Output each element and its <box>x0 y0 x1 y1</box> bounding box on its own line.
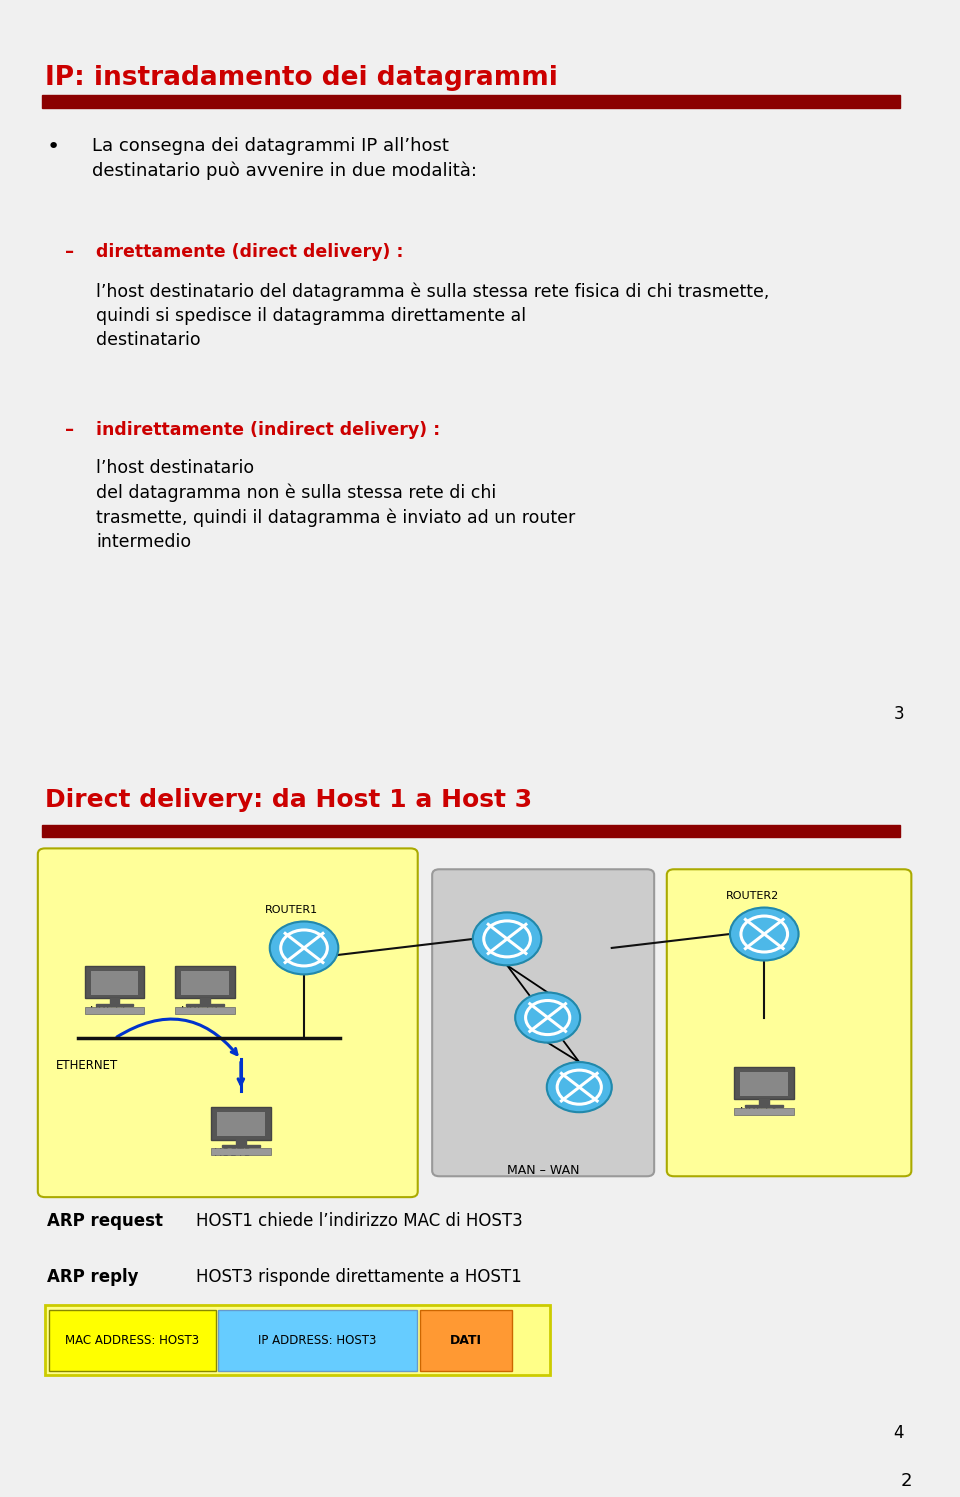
Text: ARP request: ARP request <box>47 1213 163 1231</box>
Bar <box>84 1007 144 1013</box>
Text: indirettamente (indirect delivery) :: indirettamente (indirect delivery) : <box>96 421 441 439</box>
Text: 3: 3 <box>894 705 904 723</box>
Bar <box>109 998 119 1004</box>
Bar <box>186 1004 224 1006</box>
Text: DATI: DATI <box>449 1334 482 1347</box>
Text: ETHERNET: ETHERNET <box>56 1060 118 1072</box>
Text: direttamente (direct delivery) :: direttamente (direct delivery) : <box>96 243 404 262</box>
Bar <box>745 1105 783 1108</box>
FancyBboxPatch shape <box>667 870 911 1177</box>
Bar <box>180 972 228 996</box>
Text: –: – <box>65 421 74 439</box>
Circle shape <box>547 1061 612 1112</box>
Text: HOST3: HOST3 <box>214 1148 252 1157</box>
Text: 2: 2 <box>900 1472 912 1490</box>
Bar <box>175 966 234 998</box>
Bar <box>211 1148 271 1156</box>
Text: HOST1: HOST1 <box>90 1006 129 1016</box>
Bar <box>740 1072 788 1096</box>
Text: HOST3 risponde direttamente a HOST1: HOST3 risponde direttamente a HOST1 <box>196 1268 521 1286</box>
Bar <box>84 966 144 998</box>
Text: ARP reply: ARP reply <box>47 1268 138 1286</box>
Circle shape <box>270 922 338 975</box>
Text: l’host destinatario del datagramma è sulla stessa rete fisica di chi trasmette,
: l’host destinatario del datagramma è sul… <box>96 283 770 349</box>
Circle shape <box>730 907 799 961</box>
Bar <box>236 1139 246 1147</box>
Bar <box>45 1305 550 1374</box>
Circle shape <box>472 913 541 966</box>
Bar <box>217 1112 265 1136</box>
Text: 4: 4 <box>894 1424 904 1442</box>
Text: ROUTER1: ROUTER1 <box>265 906 319 915</box>
FancyBboxPatch shape <box>432 870 654 1177</box>
Text: l’host destinatario
del datagramma non è sulla stessa rete di chi
trasmette, qui: l’host destinatario del datagramma non è… <box>96 458 576 551</box>
Text: •: • <box>47 136 60 157</box>
Text: MAN – WAN: MAN – WAN <box>507 1163 580 1177</box>
Bar <box>222 1145 260 1147</box>
Text: IP ADDRESS: HOST3: IP ADDRESS: HOST3 <box>258 1334 376 1347</box>
Text: HOST2: HOST2 <box>180 1006 219 1016</box>
Bar <box>90 972 138 996</box>
Bar <box>218 1310 417 1371</box>
Bar <box>734 1108 794 1115</box>
Text: La consegna dei datagrammi IP all’host
destinatario può avvenire in due modalità: La consegna dei datagrammi IP all’host d… <box>92 136 477 180</box>
Circle shape <box>516 993 580 1042</box>
Bar <box>42 96 900 108</box>
Bar <box>420 1310 512 1371</box>
Bar <box>96 1004 133 1006</box>
Bar <box>734 1067 794 1099</box>
FancyBboxPatch shape <box>37 849 418 1198</box>
Text: IP: instradamento dei datagrammi: IP: instradamento dei datagrammi <box>45 66 558 91</box>
Bar <box>42 825 900 837</box>
Bar <box>175 1007 234 1013</box>
Bar <box>211 1108 271 1139</box>
Text: HOST1 chiede l’indirizzo MAC di HOST3: HOST1 chiede l’indirizzo MAC di HOST3 <box>196 1213 522 1231</box>
Text: MAC ADDRESS: HOST3: MAC ADDRESS: HOST3 <box>65 1334 199 1347</box>
Text: –: – <box>65 243 74 262</box>
Text: Direct delivery: da Host 1 a Host 3: Direct delivery: da Host 1 a Host 3 <box>45 787 532 811</box>
Text: HOST4: HOST4 <box>740 1108 778 1117</box>
Text: ROUTER2: ROUTER2 <box>726 891 779 901</box>
Bar <box>49 1310 216 1371</box>
Bar <box>759 1099 769 1106</box>
Bar <box>200 998 209 1004</box>
